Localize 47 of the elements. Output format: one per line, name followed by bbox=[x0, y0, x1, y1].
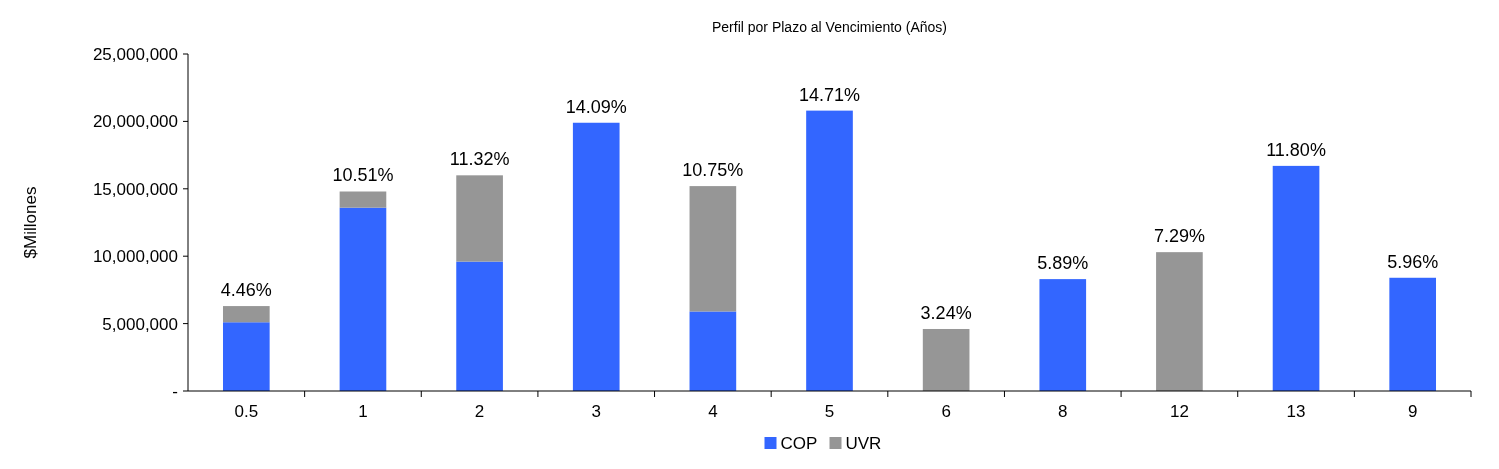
bar bbox=[222, 322, 270, 391]
x-tick-label: 3 bbox=[591, 402, 601, 421]
x-tick-label: 5 bbox=[824, 402, 835, 421]
y-tick-label: 20,000,000 bbox=[92, 112, 178, 132]
annotation: 5.96% bbox=[1387, 251, 1439, 272]
bar bbox=[1156, 252, 1203, 391]
x-tick-label: 0.5 bbox=[234, 402, 259, 421]
bar bbox=[689, 311, 737, 391]
bar bbox=[1389, 277, 1436, 391]
bar bbox=[339, 191, 387, 208]
bar bbox=[456, 175, 503, 262]
x-tick-label: 2 bbox=[474, 402, 485, 421]
annotation: 3.24% bbox=[920, 302, 972, 323]
annotation: 10.51% bbox=[332, 165, 394, 186]
annotation: 11.80% bbox=[1266, 139, 1326, 160]
y-axis-title: $Millones bbox=[21, 186, 40, 259]
bar bbox=[339, 207, 387, 391]
chart-title: Perfil por Plazo al Vencimiento (Años) bbox=[712, 19, 947, 35]
y-tick-label: - bbox=[172, 381, 178, 401]
bar bbox=[456, 261, 503, 391]
y-tick-label: 25,000,000 bbox=[92, 44, 178, 64]
bar bbox=[1039, 279, 1087, 391]
bar bbox=[1272, 165, 1320, 391]
x-tick-label: 12 bbox=[1169, 402, 1189, 421]
x-tick-label: 8 bbox=[1058, 402, 1068, 421]
y-tick-label: 15,000,000 bbox=[92, 179, 178, 199]
x-tick-label: 6 bbox=[941, 402, 951, 421]
bar bbox=[806, 110, 853, 391]
y-tick-label: 5,000,000 bbox=[102, 314, 178, 334]
annotation: 11.32% bbox=[449, 149, 510, 170]
annotation: 4.46% bbox=[220, 280, 272, 301]
x-tick-label: 1 bbox=[358, 402, 368, 421]
bar bbox=[689, 186, 737, 312]
legend-label: COP bbox=[780, 434, 818, 453]
annotation: 5.89% bbox=[1037, 253, 1089, 274]
bar bbox=[572, 122, 620, 391]
x-tick-label: 13 bbox=[1286, 402, 1306, 421]
annotation: 14.09% bbox=[565, 96, 627, 117]
legend-label: UVR bbox=[845, 434, 882, 453]
annotation: 10.75% bbox=[682, 160, 744, 181]
bar bbox=[222, 306, 270, 323]
x-tick-label: 4 bbox=[708, 402, 718, 421]
annotation: 7.29% bbox=[1153, 226, 1205, 247]
bar bbox=[922, 328, 970, 391]
annotation: 14.71% bbox=[798, 84, 861, 105]
x-tick-label: 9 bbox=[1407, 402, 1418, 421]
y-tick-label: 10,000,000 bbox=[92, 247, 178, 267]
